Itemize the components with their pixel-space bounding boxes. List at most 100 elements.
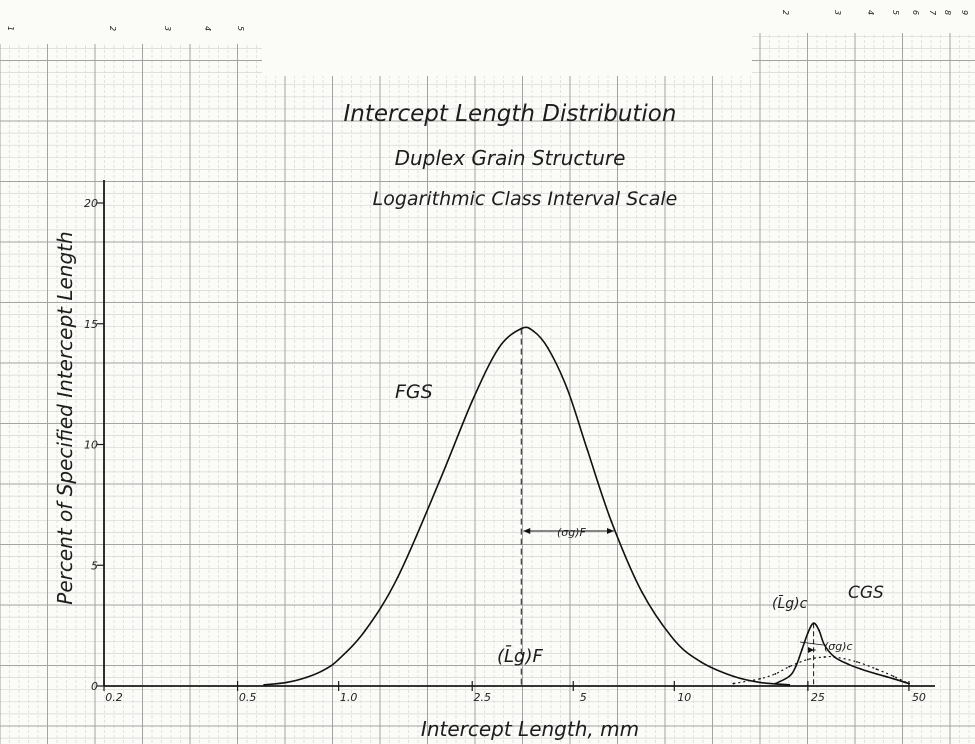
chart-title-line-3: Logarithmic Class Interval Scale: [373, 188, 678, 210]
series-fgs-point: [471, 400, 474, 402]
coarse-sigma-leader: [799, 641, 824, 646]
fgs-label: FGS: [395, 381, 433, 403]
series-fgs-point: [640, 590, 643, 593]
x-tick-labels: 0.2 0.5 1.0 2.5 5 10 25 50: [103, 681, 926, 704]
y-tick-label: 10: [84, 439, 98, 452]
edge-scale-label: 5: [891, 10, 900, 15]
series-overlap-point: [732, 682, 735, 685]
distribution-markers: [520, 328, 824, 686]
series-fgs-point: [610, 520, 613, 523]
data-series: [263, 326, 910, 686]
series-cgs-point: [823, 644, 826, 646]
series-fgs-point: [322, 669, 325, 672]
series-overlap-point: [823, 656, 826, 658]
chart-title-line-2: Duplex Grain Structure: [395, 146, 626, 170]
x-tick-label: 5: [580, 691, 587, 704]
x-tick-label: 0.5: [239, 691, 257, 704]
series-overlap-point: [833, 656, 836, 658]
y-tick-label: 15: [84, 318, 98, 331]
series-fgs-point: [364, 629, 367, 632]
series-fgs-point: [497, 347, 500, 349]
series-fgs-point: [732, 675, 735, 678]
edge-scale-label: 3: [833, 10, 842, 15]
lg-fine-label: (L̄g)F: [497, 645, 543, 667]
edge-scale-label: 2: [108, 26, 117, 31]
series-cgs-point: [818, 629, 821, 632]
edge-scale-label: 2: [781, 10, 790, 15]
series-fgs-point: [337, 658, 340, 661]
y-tick-label: 20: [84, 197, 98, 210]
series-overlap-point: [806, 658, 809, 661]
coarse-sigma-arrowhead: [808, 647, 814, 653]
x-tick-label: 10: [677, 691, 691, 704]
series-cgs-point: [806, 631, 809, 634]
series-fgs-point: [305, 676, 308, 679]
series-fgs-point: [586, 448, 589, 451]
edge-scale-label: 4: [203, 26, 212, 31]
series-fgs-point: [788, 683, 791, 686]
paper-cutouts: [0, 0, 975, 76]
edge-scale-label: 3: [163, 26, 172, 31]
series-fgs-point: [759, 681, 761, 684]
series-fgs-point: [673, 639, 676, 642]
sigma-coarse-label: (σg)c: [824, 640, 853, 653]
series-overlap-point: [774, 673, 777, 675]
series-overlap-point: [759, 677, 761, 680]
x-tick-label: 25: [811, 691, 825, 704]
series-cgs-line: [775, 622, 910, 685]
edge-scale-label: 5: [236, 26, 245, 31]
series-overlap-point: [908, 682, 910, 685]
x-tick-label: 1.0: [340, 691, 358, 704]
series-cgs-point: [794, 665, 797, 668]
series-cgs-point: [774, 682, 777, 685]
edge-scales: 1 2 3 4 5 2 3 4 5 6 7 8 9: [6, 10, 969, 31]
series-cgs-point: [847, 663, 850, 666]
x-tick-label: 2.5: [473, 691, 491, 704]
series-fgs-point: [438, 479, 441, 482]
series-fgs-point: [699, 660, 702, 663]
x-tick-label: 0.2: [105, 691, 123, 704]
y-tick-labels: 0 5 10 15 20: [84, 197, 104, 693]
series-overlap-point: [856, 660, 858, 663]
series-overlap-point: [892, 675, 895, 678]
edge-scale-label: 1: [6, 26, 15, 31]
series-cgs-point: [788, 675, 791, 678]
fine-sigma-arrowhead: [607, 528, 614, 534]
series-cgs-point: [801, 648, 803, 651]
paper-blank-area: [752, 0, 975, 33]
series-cgs-point: [892, 677, 895, 680]
series-cgs-point: [860, 668, 862, 670]
edge-scale-label: 7: [928, 10, 937, 16]
series-fgs-point: [285, 681, 288, 684]
paper-blank-area: [262, 0, 752, 76]
series-overlap-point: [875, 668, 878, 670]
series-fgs-point: [566, 388, 569, 390]
series-fgs-line: [264, 326, 790, 686]
series-fgs-point: [396, 576, 399, 579]
fine-sigma-arrowhead: [523, 528, 531, 534]
series-fgs-point: [532, 330, 535, 332]
lg-coarse-label: (L̄g)c: [772, 594, 808, 612]
edge-scale-label: 9: [960, 10, 969, 15]
x-tick-label: 50: [912, 691, 926, 704]
series-fgs-point: [546, 347, 549, 349]
sigma-fine-label: (σg)F: [557, 526, 587, 539]
edge-scale-label: 4: [866, 10, 875, 15]
series-fgs-point: [263, 683, 266, 686]
chart-title-line-1: Intercept Length Distribution: [344, 101, 677, 127]
series-cgs-point: [875, 673, 878, 675]
y-tick-label: 0: [91, 680, 98, 693]
paper-blank-area: [0, 0, 262, 44]
y-tick-label: 5: [91, 559, 98, 572]
edge-scale-label: 8: [943, 10, 952, 15]
y-axis-label: Percent of Specified Intercept Length: [53, 231, 77, 604]
edge-scale-label: 6: [911, 10, 920, 15]
series-overlap-point: [788, 665, 791, 668]
cgs-label: CGS: [848, 583, 884, 603]
x-axis-label: Intercept Length, mm: [421, 717, 639, 741]
axes: [103, 180, 935, 687]
